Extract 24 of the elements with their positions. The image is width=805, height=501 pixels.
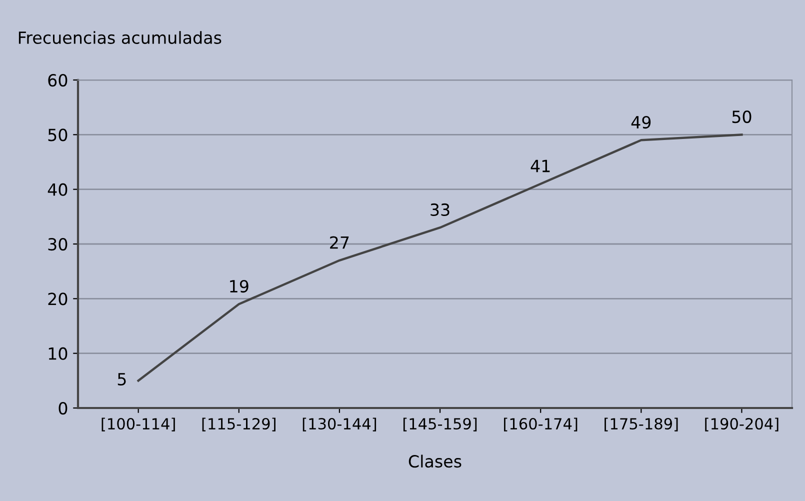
y-tick-label: 20: [48, 292, 68, 306]
data-label: 27: [330, 236, 349, 249]
x-tick-label: [175-189]: [604, 418, 678, 432]
y-tick-label: 40: [48, 183, 68, 196]
data-label: 50: [732, 110, 752, 124]
x-tick-label: [190-204]: [705, 418, 778, 432]
y-tick-label: 50: [48, 128, 68, 142]
data-label: 41: [530, 160, 550, 172]
x-tick-label: [130-144]: [302, 418, 376, 432]
y-tick-label: 10: [48, 347, 68, 360]
y-axis-title: Frecuencias acumuladas: [18, 31, 222, 44]
x-tick-label: [160-174]: [504, 418, 578, 432]
y-tick-label: 0: [58, 402, 68, 415]
x-tick-label: [145-159]: [403, 418, 477, 432]
x-axis-title: Clases: [408, 454, 462, 468]
data-label: 33: [430, 203, 450, 216]
data-label: 5: [118, 373, 126, 386]
x-tick-label: [100-114]: [102, 418, 175, 432]
y-tick-label: 30: [48, 238, 68, 251]
data-label: 19: [230, 280, 248, 293]
line-series: [137, 134, 743, 382]
y-tick-label: 60: [48, 74, 68, 87]
x-tick-label: [115-129]: [202, 418, 276, 432]
data-label: 49: [631, 116, 651, 129]
